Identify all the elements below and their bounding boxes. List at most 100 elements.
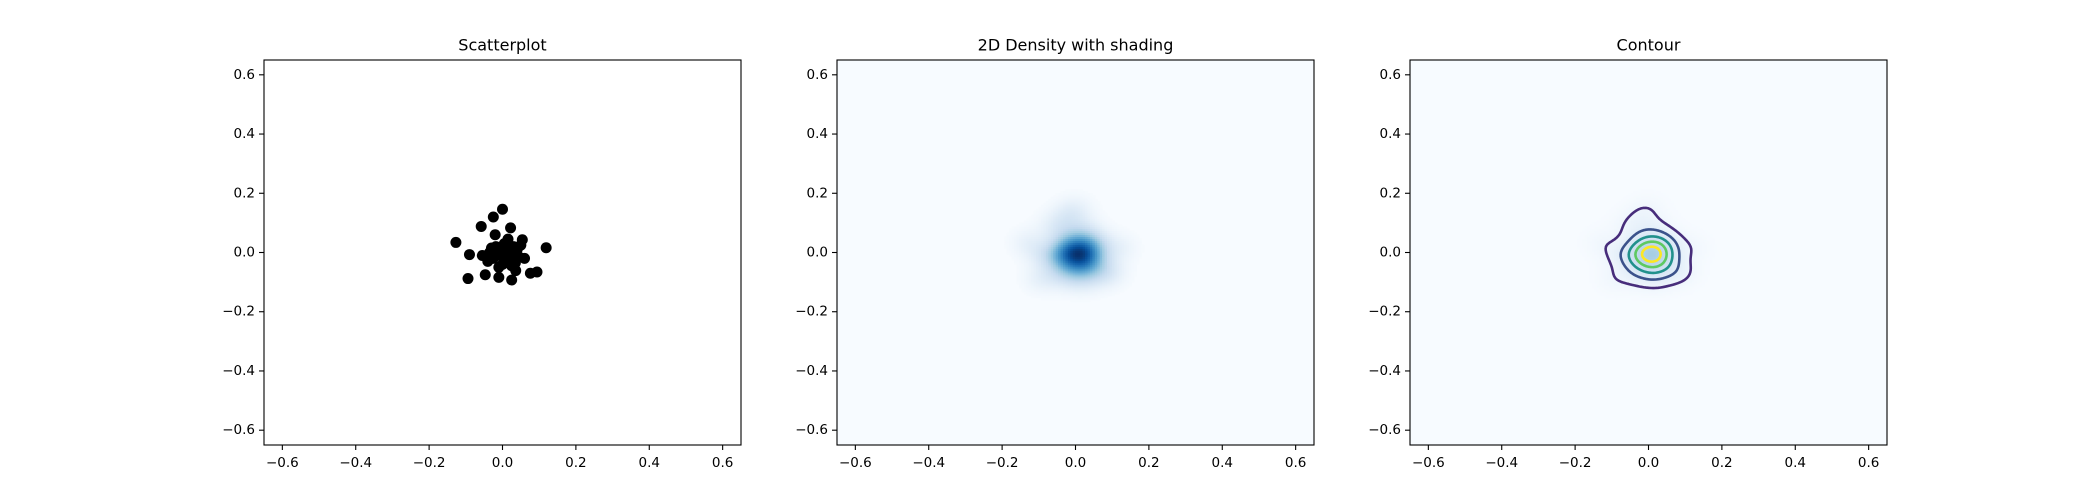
density-cell <box>1031 277 1035 281</box>
density-cell <box>1026 275 1030 279</box>
density-cell <box>1124 258 1128 261</box>
density-cell <box>1006 234 1010 238</box>
density-cell <box>1075 273 1079 277</box>
density-cell <box>1131 279 1135 283</box>
density-cell <box>1082 214 1086 218</box>
density-cell <box>1604 218 1608 222</box>
density-cell <box>1126 266 1130 269</box>
density-cell <box>1699 232 1703 236</box>
density-cell <box>1670 238 1674 241</box>
density-cell <box>1623 295 1627 299</box>
density-cell <box>1109 226 1113 230</box>
density-cell <box>1633 293 1637 297</box>
density-cell <box>1677 240 1681 243</box>
density-cell <box>1114 269 1118 273</box>
density-cell <box>1087 208 1091 212</box>
density-cell <box>1660 192 1664 196</box>
density-cell <box>1121 283 1125 287</box>
density-cell <box>1635 200 1640 204</box>
density-cell <box>1613 220 1617 224</box>
density-cell <box>1048 198 1052 202</box>
density-cell <box>1648 202 1652 206</box>
density-cell <box>1621 240 1625 243</box>
density-cell <box>1107 258 1111 261</box>
density-cell <box>1102 232 1106 236</box>
density-cell <box>1058 214 1062 218</box>
density-cell <box>1058 266 1062 269</box>
density-cell <box>1684 252 1688 255</box>
density-cell <box>1613 214 1617 218</box>
density-cell <box>1087 279 1091 283</box>
density-cell <box>1662 214 1666 218</box>
density-cell <box>1119 232 1123 236</box>
density-cell <box>1104 240 1108 243</box>
density-cell <box>1072 234 1076 238</box>
density-cell <box>1119 262 1123 265</box>
density-cell <box>1670 202 1674 206</box>
density-cell <box>1635 242 1640 245</box>
density-cell <box>1136 246 1140 249</box>
density-cell <box>1045 230 1049 234</box>
density-cell <box>1121 258 1125 261</box>
density-cell <box>1591 232 1595 236</box>
density-cell <box>1628 216 1632 220</box>
density-cell <box>1126 240 1130 243</box>
density-cell <box>1109 236 1113 239</box>
density-cell <box>1660 279 1664 283</box>
density-cell <box>1653 267 1657 271</box>
density-cell <box>1070 220 1074 224</box>
density-cell <box>1080 275 1084 279</box>
density-cell <box>1628 295 1632 299</box>
density-cell <box>1635 192 1640 196</box>
density-cell <box>1009 244 1013 247</box>
density-cell <box>1582 236 1586 239</box>
density-cell <box>1026 289 1030 293</box>
density-cell <box>1609 212 1613 216</box>
density-cell <box>1058 256 1062 259</box>
density-cell <box>1672 230 1676 234</box>
density-cell <box>1699 277 1703 281</box>
density-cell <box>1613 252 1617 255</box>
density-cell <box>1650 202 1654 206</box>
density-cell <box>1121 277 1125 281</box>
density-cell <box>1062 252 1067 255</box>
density-cell <box>1036 291 1040 295</box>
density-cell <box>1648 212 1652 216</box>
density-cell <box>1006 252 1010 255</box>
density-cell <box>1579 252 1583 255</box>
density-cell <box>1102 210 1106 214</box>
density-cell <box>1070 248 1074 251</box>
density-cell <box>1099 232 1103 236</box>
density-cell <box>1626 208 1630 212</box>
density-cell <box>1623 230 1627 234</box>
density-cell <box>1094 297 1098 301</box>
density-cell <box>1650 295 1654 299</box>
density-cell <box>1023 269 1027 273</box>
density-cell <box>1626 285 1630 289</box>
density-cell <box>1687 283 1691 287</box>
density-cell <box>1099 242 1103 245</box>
density-cell <box>1697 256 1701 259</box>
density-cell <box>1697 269 1701 273</box>
density-cell <box>1099 289 1103 293</box>
density-cell <box>1033 258 1037 261</box>
density-cell <box>1043 254 1047 257</box>
density-cell <box>1080 194 1084 198</box>
density-cell <box>1665 293 1669 297</box>
density-cell <box>1062 208 1067 212</box>
density-cell <box>1080 254 1084 257</box>
density-cell <box>1067 279 1071 283</box>
density-cell <box>1065 275 1069 279</box>
density-cell <box>1119 273 1123 277</box>
density-cell <box>1058 206 1062 210</box>
density-cell <box>1672 267 1676 271</box>
density-cell <box>1662 192 1666 196</box>
density-cell <box>1109 291 1113 295</box>
density-cell <box>1667 204 1671 208</box>
density-cell <box>1011 248 1015 251</box>
density-cell <box>1036 236 1040 239</box>
density-cell <box>1119 281 1123 285</box>
density-cell <box>1682 256 1686 259</box>
density-cell <box>1653 273 1657 277</box>
density-cell <box>1613 258 1617 261</box>
